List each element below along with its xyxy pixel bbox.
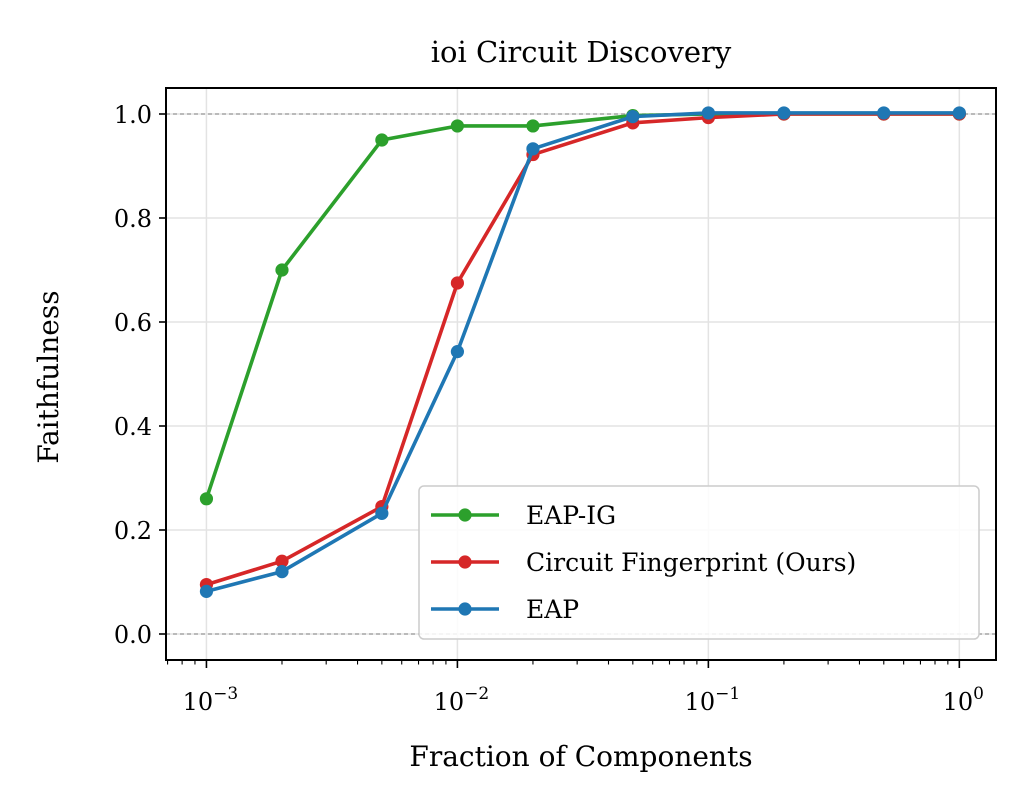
data-point: [275, 263, 289, 277]
data-point: [526, 119, 540, 133]
data-point: [952, 106, 966, 120]
y-tick-label: 0.4: [114, 413, 152, 441]
x-tick-label: 10−1: [685, 684, 741, 716]
x-tick-label: 10−3: [183, 684, 239, 716]
data-point: [450, 345, 465, 359]
data-point: [626, 110, 640, 124]
ticks: 0.0 0.2 0.4 0.6 0.8 1.0 10−3 10−2 10−1 100: [114, 101, 984, 716]
y-tick-label: 0.6: [114, 309, 152, 337]
legend-item-0: EAP-IG: [431, 501, 616, 530]
legend-box: [418, 485, 980, 640]
legend-item-2: EAP: [431, 595, 579, 624]
series-line-0: [204, 112, 960, 500]
y-tick-label: 1.0: [114, 101, 152, 129]
data-point: [777, 106, 791, 120]
legend-swatch-marker: [458, 555, 472, 569]
x-tick-label: 10−2: [434, 684, 490, 716]
data-point: [877, 106, 891, 120]
legend-swatch-marker: [458, 602, 472, 616]
data-point: [375, 133, 389, 147]
data-point: [450, 276, 465, 290]
series-layer: [199, 106, 966, 598]
data-point: [275, 565, 289, 579]
legend-label: Circuit Fingerprint (Ours): [526, 548, 856, 577]
chart-title: ioi Circuit Discovery: [431, 35, 732, 69]
y-tick-label: 0.2: [114, 517, 152, 545]
data-point: [199, 584, 214, 598]
legend-item-1: Circuit Fingerprint (Ours): [431, 548, 856, 577]
data-point: [375, 506, 389, 520]
data-point: [199, 492, 214, 506]
legend-label: EAP: [526, 595, 579, 624]
data-point: [526, 142, 540, 156]
legend-swatch-marker: [458, 508, 472, 522]
series-0: [199, 107, 966, 506]
data-point: [450, 119, 465, 133]
legend-label: EAP-IG: [526, 501, 616, 530]
data-point: [701, 106, 715, 120]
series-line-2: [205, 111, 960, 594]
y-tick-label: 0.0: [114, 621, 152, 649]
x-axis-label: Fraction of Components: [409, 740, 752, 773]
y-tick-label: 0.8: [114, 205, 152, 233]
legend: EAP-IG Circuit Fingerprint (Ours) EAP: [418, 485, 980, 640]
data-point: [275, 554, 289, 568]
x-tick-label: 100: [943, 684, 984, 716]
plot-frame: [165, 87, 997, 661]
series-2: [199, 106, 966, 598]
y-axis-label: Faithfulness: [32, 290, 65, 463]
